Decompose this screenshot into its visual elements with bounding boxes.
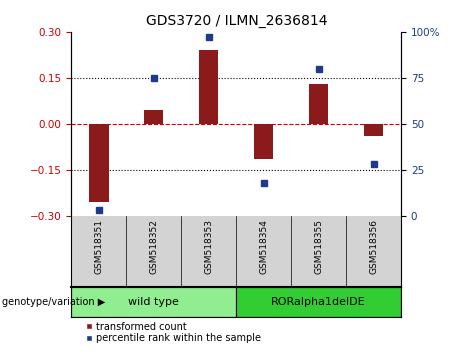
Text: GSM518353: GSM518353 xyxy=(204,219,213,274)
Bar xyxy=(71,287,236,317)
Bar xyxy=(89,124,108,202)
Bar xyxy=(199,50,219,124)
Text: GSM518356: GSM518356 xyxy=(369,219,378,274)
Text: genotype/variation ▶: genotype/variation ▶ xyxy=(2,297,106,307)
Text: GSM518354: GSM518354 xyxy=(259,219,268,274)
Bar xyxy=(236,287,401,317)
Bar xyxy=(309,84,328,124)
Text: GSM518351: GSM518351 xyxy=(95,219,103,274)
Bar xyxy=(144,110,164,124)
Legend: transformed count, percentile rank within the sample: transformed count, percentile rank withi… xyxy=(81,318,266,347)
Text: wild type: wild type xyxy=(129,297,179,307)
Text: RORalpha1delDE: RORalpha1delDE xyxy=(272,297,366,307)
Title: GDS3720 / ILMN_2636814: GDS3720 / ILMN_2636814 xyxy=(146,14,327,28)
Bar xyxy=(364,124,383,136)
Text: GSM518352: GSM518352 xyxy=(149,219,159,274)
Text: GSM518355: GSM518355 xyxy=(314,219,323,274)
Bar xyxy=(254,124,273,159)
